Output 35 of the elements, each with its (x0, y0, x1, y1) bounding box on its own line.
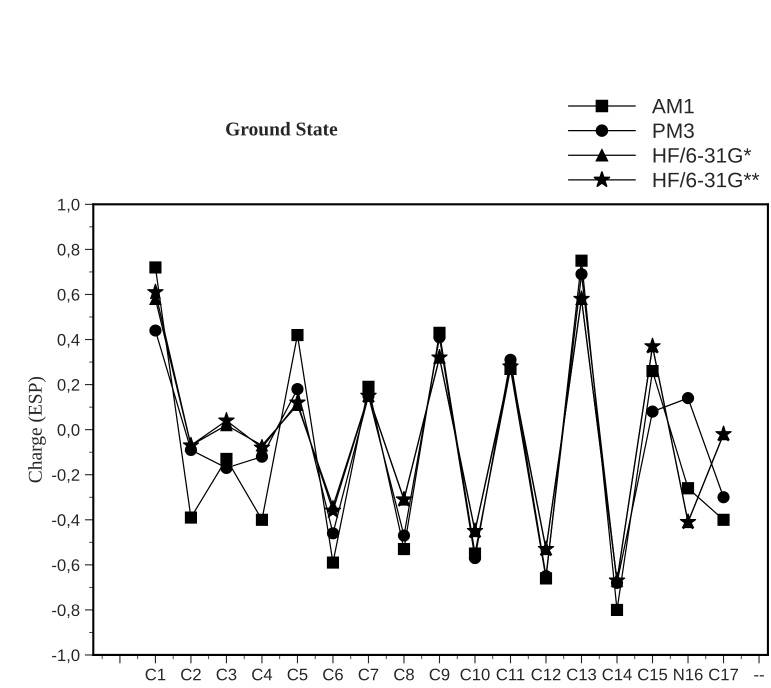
x-tick-label: C17 (709, 668, 738, 680)
x-tick-label: -- (754, 675, 764, 676)
y-tick-label: -0,8 (52, 604, 80, 618)
x-tick-label: C6 (323, 668, 343, 680)
y-tick-label: -0,6 (52, 559, 80, 574)
x-tick-label: C8 (394, 668, 414, 680)
y-tick-label: 1,0 (58, 198, 80, 213)
x-tick-label: C13 (567, 668, 596, 680)
x-tick-label: C14 (602, 668, 632, 680)
y-tick-label: 0,8 (58, 244, 80, 258)
legend-label: AM1 (652, 98, 694, 114)
y-tick-label: -0,2 (52, 469, 80, 483)
legend-label: PM3 (654, 123, 694, 138)
x-tick-label: C15 (638, 668, 668, 680)
legend-label: HF/6-31G* (654, 147, 752, 163)
x-tick-label: C9 (430, 668, 450, 680)
y-tick-label: 0,2 (58, 378, 80, 393)
y-tick-label: 0,0 (58, 424, 80, 438)
x-tick-label: C12 (532, 668, 560, 680)
x-tick-label: C10 (460, 668, 490, 680)
chart-title: Ground State (226, 122, 338, 136)
x-tick-label: C5 (288, 668, 308, 680)
x-tick-label: C7 (358, 668, 378, 680)
y-axis-title: Charge (ESP) (28, 376, 46, 482)
y-tick-label: 0,4 (58, 334, 80, 348)
x-tick-label: C3 (216, 668, 236, 680)
y-tick-label: -0,4 (52, 514, 80, 528)
x-tick-label: C1 (146, 668, 166, 680)
x-tick-label: C11 (496, 668, 524, 680)
x-tick-label: C4 (252, 668, 272, 680)
x-tick-label: C2 (181, 668, 201, 680)
legend-label: HF/6-31G** (654, 172, 760, 188)
x-tick-label: N16 (674, 668, 703, 680)
y-tick-label: 0,6 (58, 288, 80, 303)
y-tick-label: -1,0 (52, 649, 80, 664)
